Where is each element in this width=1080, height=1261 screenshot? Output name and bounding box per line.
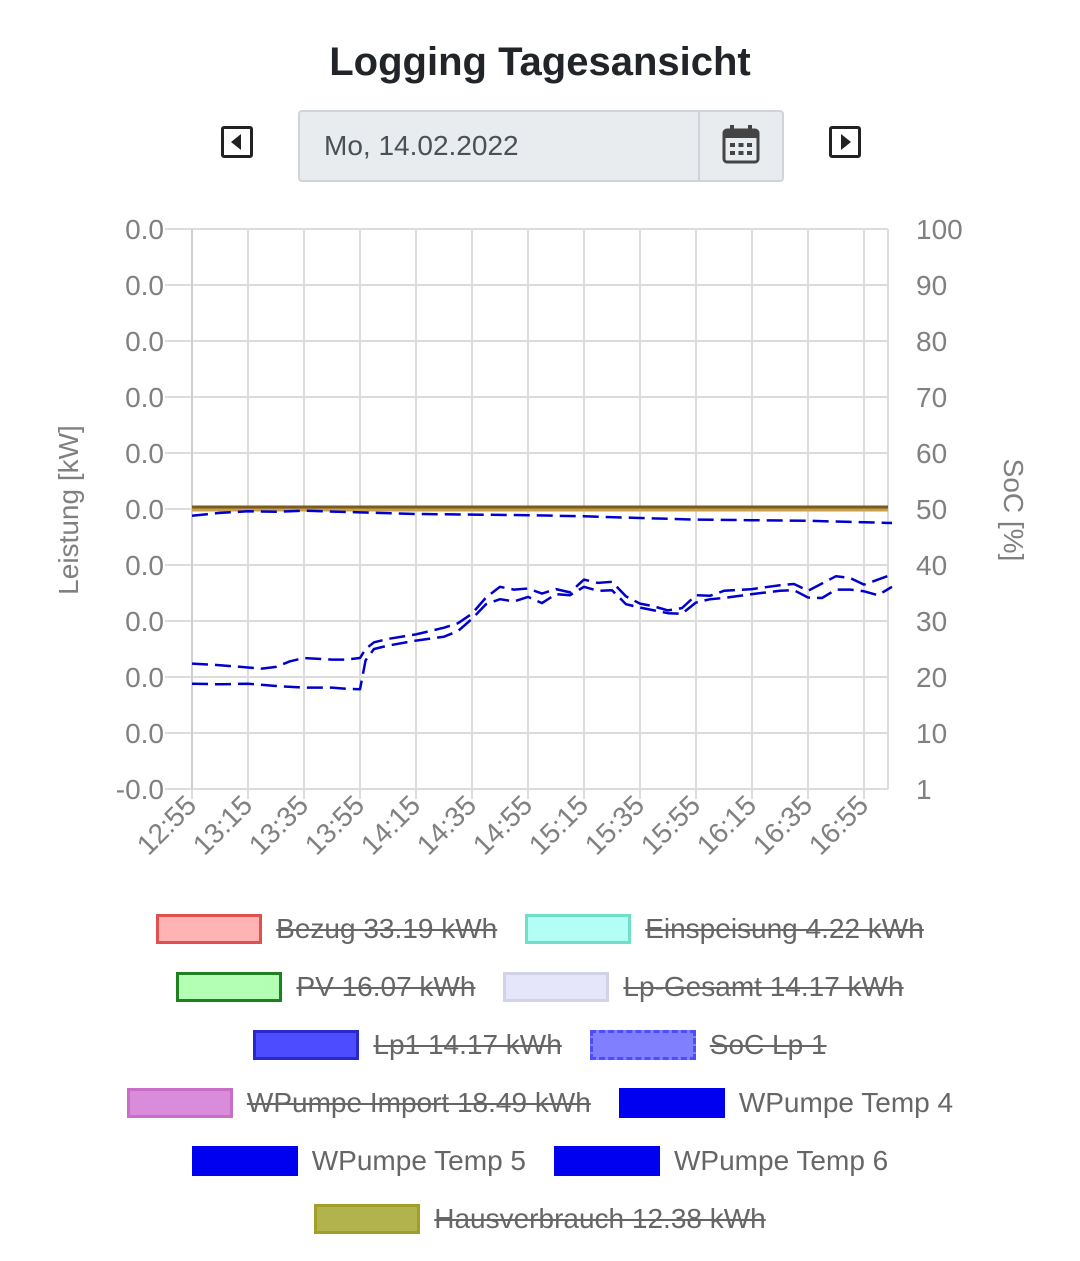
date-input[interactable]: Mo, 14.02.2022 xyxy=(324,130,519,161)
legend-row: PV 16.07 kWh Lp-Gesamt 14.17 kWh xyxy=(0,971,1080,1003)
calendar-button[interactable] xyxy=(698,112,782,180)
x-tick-label: 15:15 xyxy=(523,789,594,860)
legend-swatch xyxy=(126,1088,233,1118)
x-tick-label: 16:55 xyxy=(803,789,874,860)
legend-row: WPumpe Temp 5 WPumpe Temp 6 xyxy=(0,1145,1080,1177)
legend-label: Hausverbrauch 12.38 kWh xyxy=(434,1203,766,1234)
y-axis-title: Leistung [kW] xyxy=(53,425,84,595)
legend-label: WPumpe Temp 5 xyxy=(311,1145,526,1176)
legend-item[interactable]: Lp1 14.17 kWh xyxy=(253,1029,562,1061)
legend-swatch xyxy=(589,1030,696,1060)
legend-item[interactable]: SoC Lp 1 xyxy=(589,1029,827,1061)
previous-day-button[interactable] xyxy=(221,126,253,158)
legend-swatch xyxy=(253,1030,360,1060)
caret-right-icon xyxy=(841,134,851,150)
legend-row: Lp1 14.17 kWh SoC Lp 1 xyxy=(0,1029,1080,1061)
x-tick-label: 15:35 xyxy=(579,789,650,860)
legend-item[interactable]: Einspeisung 4.22 kWh xyxy=(525,913,924,945)
series-line-2 xyxy=(191,573,893,670)
legend-label: Bezug 33.19 kWh xyxy=(276,913,498,944)
y-tick-label: 0.0 xyxy=(125,662,164,693)
series-line-3 xyxy=(191,585,893,691)
legend-swatch xyxy=(554,1146,660,1176)
legend-swatch xyxy=(176,972,283,1002)
legend-label: SoC Lp 1 xyxy=(709,1029,827,1060)
y-tick-label: 0.0 xyxy=(125,438,164,469)
series-line-1 xyxy=(191,509,893,525)
legend-label: PV 16.07 kWh xyxy=(296,971,476,1002)
y2-tick-label: 80 xyxy=(916,326,947,357)
y2-tick-label: 50 xyxy=(916,494,947,525)
y-tick-label: 0.0 xyxy=(125,270,164,301)
legend-item[interactable]: WPumpe Import 18.49 kWh xyxy=(126,1087,591,1119)
legend-swatch xyxy=(314,1204,421,1234)
legend-swatch xyxy=(525,914,632,944)
legend-label: Einspeisung 4.22 kWh xyxy=(645,913,924,944)
legend-swatch xyxy=(618,1088,725,1118)
calendar-icon xyxy=(722,125,760,164)
legend-label: WPumpe Temp 6 xyxy=(674,1145,889,1176)
legend-item[interactable]: Lp-Gesamt 14.17 kWh xyxy=(503,971,904,1003)
x-tick-label: 13:35 xyxy=(243,789,314,860)
legend-row: WPumpe Import 18.49 kWh WPumpe Temp 4 xyxy=(0,1087,1080,1119)
legend-label: Lp1 14.17 kWh xyxy=(373,1029,562,1060)
legend-item[interactable]: Hausverbrauch 12.38 kWh xyxy=(314,1203,766,1235)
y-tick-label: 0.0 xyxy=(125,606,164,637)
y-tick-label: 0.0 xyxy=(125,382,164,413)
y2-tick-label: 30 xyxy=(916,606,947,637)
legend-swatch xyxy=(156,914,263,944)
page-title: Logging Tagesansicht xyxy=(329,40,751,84)
y-tick-label: 0.0 xyxy=(125,326,164,357)
y2-tick-label: 60 xyxy=(916,438,947,469)
legend-label: Lp-Gesamt 14.17 kWh xyxy=(623,971,904,1002)
x-tick-label: 16:15 xyxy=(691,789,762,860)
caret-left-icon xyxy=(231,134,241,150)
legend-item[interactable]: WPumpe Temp 6 xyxy=(554,1145,888,1177)
x-tick-label: 16:35 xyxy=(747,789,818,860)
legend-swatch xyxy=(191,1146,298,1176)
y2-tick-label: 70 xyxy=(916,382,947,413)
y2-tick-label: 10 xyxy=(916,718,947,749)
x-tick-label: 14:15 xyxy=(355,789,426,860)
y-tick-label: -0.0 xyxy=(116,774,164,805)
x-tick-label: 15:55 xyxy=(635,789,706,860)
y2-tick-label: 40 xyxy=(916,550,947,581)
legend-swatch xyxy=(503,972,610,1002)
x-tick-label: 13:15 xyxy=(187,789,258,860)
legend-row: Hausverbrauch 12.38 kWh xyxy=(0,1203,1080,1235)
legend-item[interactable]: Bezug 33.19 kWh xyxy=(156,913,497,945)
x-tick-label: 13:55 xyxy=(299,789,370,860)
legend-item[interactable]: WPumpe Temp 5 xyxy=(191,1145,526,1177)
chart: 0.0 0.0 0.0 0.0 0.0 0.0 0.0 0.0 0.0 0.0 -0.0 100 90 8… xyxy=(53,214,1029,861)
date-picker[interactable]: Mo, 14.02.2022 xyxy=(298,110,784,182)
y-tick-label: 0.0 xyxy=(125,718,164,749)
y-tick-label: 0.0 xyxy=(125,494,164,525)
y2-tick-label: 90 xyxy=(916,270,947,301)
y-tick-label: 0.0 xyxy=(125,550,164,581)
y-tick-label: 0.0 xyxy=(125,214,164,245)
y2-tick-label: 20 xyxy=(916,662,947,693)
legend-label: WPumpe Temp 4 xyxy=(738,1087,954,1118)
y2-axis-title: SoC [%] xyxy=(998,459,1029,562)
x-tick-label: 14:35 xyxy=(411,789,482,860)
x-tick-label: 14:55 xyxy=(467,789,538,860)
y2-tick-label: 1 xyxy=(916,774,932,805)
next-day-button[interactable] xyxy=(829,126,861,158)
legend-item[interactable]: PV 16.07 kWh xyxy=(176,971,475,1003)
legend-label: WPumpe Import 18.49 kWh xyxy=(246,1087,591,1118)
y2-tick-label: 100 xyxy=(916,214,963,245)
legend-row: Bezug 33.19 kWh Einspeisung 4.22 kWh xyxy=(0,913,1080,945)
legend-item[interactable]: WPumpe Temp 4 xyxy=(618,1087,954,1119)
